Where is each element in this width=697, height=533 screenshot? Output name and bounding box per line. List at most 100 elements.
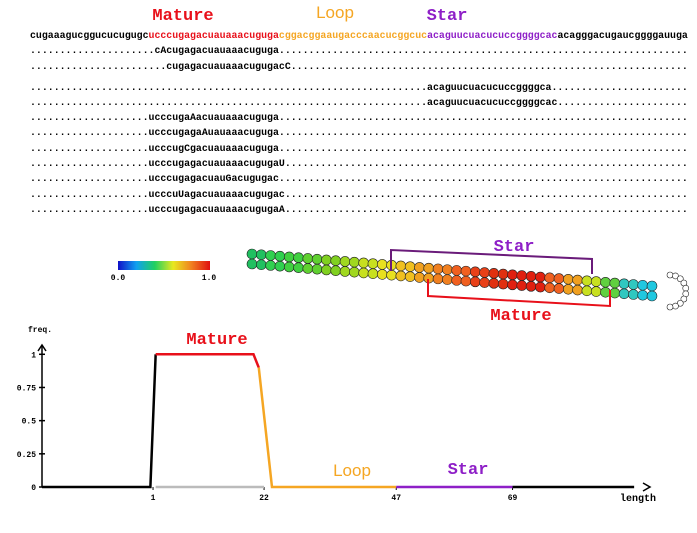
nucleotide bbox=[451, 265, 462, 276]
sequence-segment: acaguucuacucuccggggcac bbox=[427, 30, 557, 41]
read-line: ....................ucccuUagacuauaaacugu… bbox=[30, 189, 688, 200]
x-tick-label: 1 bbox=[151, 494, 156, 503]
nucleotide bbox=[376, 259, 388, 270]
nucleotide bbox=[516, 270, 528, 281]
nucleotide bbox=[386, 269, 397, 281]
structure-star-label: Star bbox=[494, 238, 535, 257]
read-line: ....................ucccugagacuauGacugug… bbox=[30, 173, 688, 184]
loop-nucleotide bbox=[672, 302, 679, 310]
nucleotide bbox=[321, 264, 332, 276]
nucleotide bbox=[562, 274, 574, 285]
nucleotide bbox=[293, 262, 304, 274]
sequence-segment: ucccugagacuauaaacuguga bbox=[149, 30, 279, 41]
nucleotide bbox=[637, 289, 648, 301]
nucleotide bbox=[302, 263, 314, 274]
nucleotide bbox=[497, 268, 509, 280]
structure-mature-label: Mature bbox=[490, 307, 551, 326]
y-tick-label: 1 bbox=[31, 351, 36, 360]
nucleotide bbox=[609, 287, 621, 299]
read-line: ....................ucccugaAacuauaaacugu… bbox=[30, 112, 688, 123]
read-line: ....................ucccugagacuauaaacugu… bbox=[30, 204, 688, 215]
y-tick-label: 0.5 bbox=[22, 418, 37, 427]
read-line: ....................ucccugCgacuauaaacugu… bbox=[30, 143, 688, 154]
series-line bbox=[257, 367, 397, 489]
nucleotide bbox=[628, 279, 639, 290]
read-line: .......................cugagacuauaaacugu… bbox=[30, 61, 688, 72]
nucleotide bbox=[618, 278, 630, 290]
nucleotide bbox=[432, 273, 444, 285]
nucleotide bbox=[609, 277, 621, 289]
nucleotide bbox=[246, 258, 258, 270]
nucleotide bbox=[600, 276, 611, 288]
x-tick-label: 22 bbox=[259, 494, 269, 503]
nucleotide bbox=[525, 271, 537, 282]
nucleotide bbox=[535, 271, 546, 283]
colorbar-min: 0.0 bbox=[111, 274, 126, 283]
nucleotide bbox=[562, 284, 574, 295]
nucleotide bbox=[544, 282, 555, 294]
nucleotide bbox=[330, 265, 342, 276]
nucleotide bbox=[293, 252, 304, 264]
nucleotide bbox=[311, 253, 323, 265]
sequence-segment: cugaaagucggucucugugc bbox=[30, 30, 149, 41]
nucleotide bbox=[404, 261, 416, 272]
nucleotide bbox=[469, 276, 481, 288]
sequence-segment: cggacggaaugacccaacucggcuc bbox=[279, 30, 427, 41]
nucleotide bbox=[265, 250, 276, 261]
nucleotide bbox=[497, 278, 509, 290]
y-tick-label: 0 bbox=[31, 484, 36, 493]
nucleotide bbox=[432, 263, 444, 275]
loop-nucleotide bbox=[676, 275, 684, 283]
nucleotide bbox=[618, 288, 630, 300]
read-line: ....................ucccugagacuauaaacugu… bbox=[30, 158, 688, 169]
nucleotide bbox=[330, 255, 342, 266]
y-axis-arrow bbox=[37, 343, 47, 352]
nucleotide bbox=[395, 270, 407, 282]
chart-mature-label: Mature bbox=[186, 331, 247, 350]
nucleotide bbox=[414, 272, 425, 283]
x-axis-arrow bbox=[642, 482, 652, 492]
nucleotide bbox=[572, 274, 583, 286]
series-line bbox=[155, 353, 260, 369]
color-bar bbox=[118, 261, 210, 270]
nucleotide bbox=[637, 279, 648, 291]
nucleotide bbox=[256, 259, 267, 271]
nucleotide bbox=[367, 258, 379, 269]
nucleotide bbox=[451, 275, 462, 286]
loop-nucleotide bbox=[666, 303, 674, 311]
nucleotide bbox=[246, 248, 258, 260]
nucleotide bbox=[460, 275, 472, 287]
read-line: .....................cAcugagacuauaaacugu… bbox=[30, 45, 688, 56]
nucleotide bbox=[442, 274, 453, 285]
sequence-segment: acagggacugaucggggauuga bbox=[557, 30, 687, 41]
nucleotide bbox=[581, 275, 593, 287]
nucleotide bbox=[274, 260, 286, 272]
frequency-chart: freq. length Mature Loop Star 0 0.25 0.5 0.… bbox=[17, 326, 656, 505]
mature-label: Mature bbox=[152, 7, 213, 26]
read-line: ........................................… bbox=[30, 82, 688, 93]
x-axis-label: length bbox=[620, 493, 656, 505]
nucleotide bbox=[581, 285, 593, 297]
nucleotide bbox=[256, 249, 267, 261]
nucleotide bbox=[590, 286, 602, 297]
nucleotide bbox=[646, 290, 658, 302]
nucleotide bbox=[358, 257, 369, 269]
nucleotide bbox=[460, 265, 472, 277]
loop-nucleotide bbox=[680, 295, 688, 303]
sequence-text: cugaaagucggucucugugcucccugagacuauaaacugu… bbox=[30, 30, 688, 41]
nucleotide bbox=[479, 267, 490, 278]
nucleotide bbox=[488, 278, 500, 289]
read-line: ....................ucccugagaAuauaaacugu… bbox=[30, 127, 688, 138]
nucleotide bbox=[553, 273, 565, 284]
chart-loop-label: Loop bbox=[333, 461, 371, 480]
series-line bbox=[42, 354, 157, 489]
nucleotide bbox=[321, 254, 332, 266]
loop-nucleotide bbox=[682, 284, 690, 292]
mature-bracket bbox=[427, 279, 611, 308]
nucleotide bbox=[553, 283, 565, 294]
x-tick-label: 69 bbox=[508, 494, 518, 503]
nucleotide bbox=[507, 269, 518, 281]
y-axis-label: freq. bbox=[28, 326, 52, 335]
nucleotide bbox=[572, 284, 583, 296]
